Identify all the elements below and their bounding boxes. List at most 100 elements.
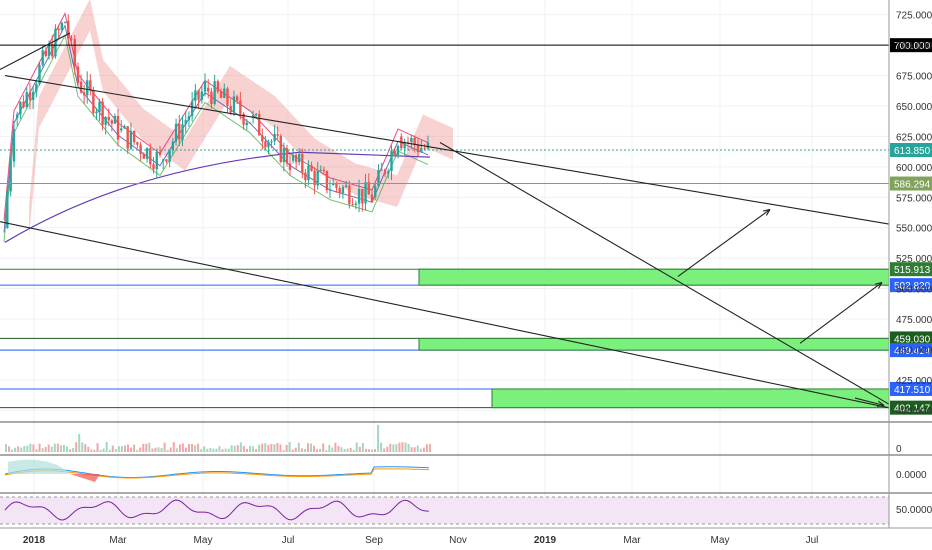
price-tag-label: 613.850 <box>894 146 931 157</box>
price-tag-label: 417.510 <box>894 385 931 396</box>
volume-bar <box>5 444 7 452</box>
candle-body <box>298 154 301 163</box>
volume-bar <box>114 449 117 452</box>
volume-bar <box>340 447 343 452</box>
volume-bar <box>319 448 322 452</box>
volume-bar <box>300 448 303 452</box>
price-tick-label: 450.000 <box>896 345 932 356</box>
volume-bar <box>355 442 358 452</box>
volume-bar <box>407 443 410 452</box>
arrow-head <box>876 400 885 408</box>
upper-trend-line-start <box>0 32 71 70</box>
volume-bar <box>172 442 175 452</box>
volume-bar <box>428 444 431 452</box>
price-tick-label: 500.000 <box>896 285 932 296</box>
volume-bar <box>322 443 325 452</box>
candle-body <box>361 188 364 204</box>
candle-body <box>264 141 267 148</box>
trend-lines <box>0 32 890 409</box>
volume-bar <box>377 424 380 452</box>
volume-bar <box>212 448 215 452</box>
volume-bar <box>203 446 206 452</box>
price-tag <box>890 331 932 346</box>
macd-signal-line <box>4 468 429 479</box>
rsi-axis-label: 50.0000 <box>896 505 932 516</box>
price-tick-label: 675.000 <box>896 72 932 83</box>
volume-bar <box>209 447 212 452</box>
candle-body <box>60 22 64 31</box>
price-tick-label: 575.000 <box>896 193 932 204</box>
volume-bar <box>62 444 65 452</box>
volume-bar <box>267 444 270 452</box>
volume-bar <box>291 449 294 452</box>
volume-bar <box>93 449 96 452</box>
volume-bar <box>96 443 99 452</box>
volume-bar <box>285 444 288 452</box>
candle-body <box>120 128 123 131</box>
price-tag <box>890 262 932 277</box>
candle-body <box>181 124 184 140</box>
volume-bar <box>29 443 32 452</box>
price-tick-label: 475.000 <box>896 315 932 326</box>
projection-arrow <box>677 209 771 277</box>
volume-bar <box>151 448 154 452</box>
volume-bar <box>166 449 169 452</box>
candle-body <box>426 142 430 149</box>
volume-bar <box>258 444 261 452</box>
candle-body <box>406 141 410 143</box>
volume-bar <box>66 446 68 452</box>
volume-bar <box>297 442 300 452</box>
volume-bar <box>127 444 129 452</box>
volume-bar <box>41 448 44 452</box>
candle-body <box>416 144 420 153</box>
time-tick-label: Mar <box>623 535 641 546</box>
volume-bar <box>194 445 197 452</box>
volume-bar <box>218 446 221 452</box>
volume-bar <box>346 448 349 452</box>
volume-bar <box>255 449 258 452</box>
volume-bar <box>184 447 187 452</box>
volume-bar <box>392 444 395 452</box>
candle-body <box>51 43 54 57</box>
volume-bar <box>120 446 123 452</box>
price-tag-label: 700.000 <box>894 41 931 52</box>
candle-body <box>73 39 76 67</box>
candle-body <box>210 91 213 105</box>
volume-bar <box>371 449 373 452</box>
candle-body <box>282 148 286 163</box>
macd-axis-label: 0.0000 <box>896 470 927 481</box>
candle-body <box>207 87 210 92</box>
volume-bar <box>352 449 355 452</box>
projection-arrow <box>854 397 885 406</box>
price-tag-label: 449.414 <box>894 346 931 357</box>
price-tag <box>890 38 932 53</box>
candle-body <box>194 90 197 101</box>
volume-bar <box>87 446 90 452</box>
volume-bar <box>221 449 224 452</box>
volume-bar <box>270 443 273 452</box>
candle-body <box>229 105 232 113</box>
candle-body <box>19 101 22 115</box>
volume-bar <box>59 445 62 452</box>
volume-bar <box>249 445 251 452</box>
time-tick-label: Mar <box>109 535 127 546</box>
volume-bar <box>331 447 334 452</box>
volume-bar <box>14 447 17 452</box>
volume-bar <box>160 448 163 452</box>
volume-bar <box>279 444 282 452</box>
candle-body <box>223 88 226 98</box>
price-tag-label: 515.913 <box>894 265 931 276</box>
volume-bar <box>313 445 316 452</box>
candle-body <box>316 170 319 186</box>
candle-body <box>35 83 38 92</box>
candle-body <box>235 96 239 101</box>
volume-bar <box>53 443 56 452</box>
candle-body <box>54 28 57 57</box>
volume-bar <box>56 443 59 452</box>
candle-body <box>357 188 361 204</box>
volume-bar <box>81 442 84 452</box>
candle-body <box>22 101 25 108</box>
candle-body <box>258 114 261 136</box>
volume-bar <box>413 447 416 452</box>
volume-bar <box>364 448 367 452</box>
